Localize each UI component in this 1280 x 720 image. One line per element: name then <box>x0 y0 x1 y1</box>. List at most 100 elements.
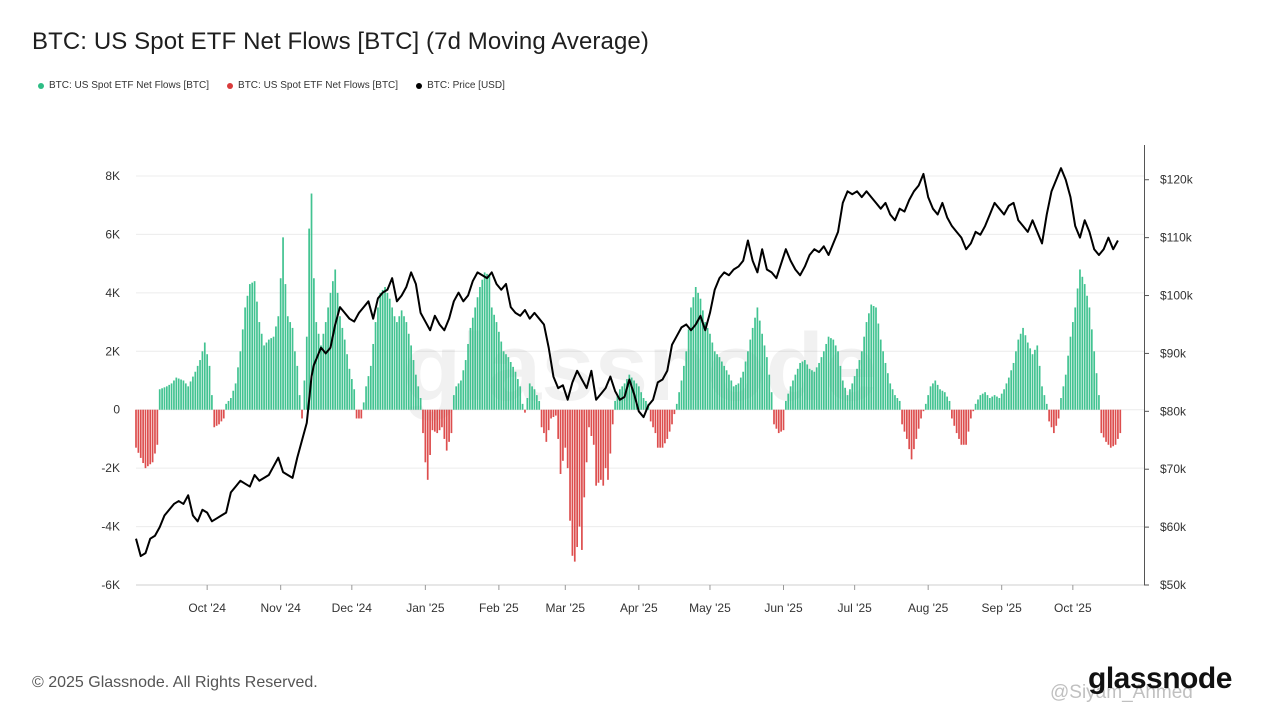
flow-bar-322 <box>898 400 901 410</box>
flow-bar-67 <box>294 351 296 410</box>
flow-bar-147 <box>483 272 486 410</box>
flow-bar-271 <box>777 409 780 434</box>
flow-bar-349 <box>962 409 965 445</box>
flow-bar-154 <box>500 341 503 410</box>
flow-bar-265 <box>763 345 766 410</box>
flow-bar-296 <box>837 351 839 410</box>
flow-bar-208 <box>628 374 631 410</box>
flow-bar-115 <box>407 333 410 410</box>
right-axis-ticks: $120k $110k $100k $90k $80k $70k $60k $50k <box>1144 173 1194 592</box>
flow-bar-406 <box>1098 395 1100 410</box>
flow-bar-333 <box>924 403 927 410</box>
flow-bar-414 <box>1117 409 1119 439</box>
flow-bar-298 <box>841 380 844 410</box>
flow-bar-180 <box>562 409 564 461</box>
flow-bar-254 <box>737 383 740 410</box>
flow-bar-291 <box>825 343 828 410</box>
flow-bar-224 <box>666 409 669 439</box>
flow-bar-4 <box>144 409 147 469</box>
flow-bar-42 <box>234 383 237 410</box>
y-tick-label-6: -4K <box>101 520 120 534</box>
flow-bar-341 <box>943 392 946 410</box>
x-tick-label-9: Jul '25 <box>837 601 872 615</box>
flow-bar-193 <box>592 409 595 445</box>
flow-bar-55 <box>265 342 268 410</box>
flow-bar-353 <box>972 409 975 412</box>
flow-bar-203 <box>616 395 619 410</box>
flow-bar-114 <box>405 322 408 410</box>
y-tick-label-7: -6K <box>101 578 120 592</box>
flow-bar-94 <box>358 409 360 419</box>
flow-bar-74 <box>310 193 313 410</box>
background-watermark: glassnode <box>403 314 878 421</box>
legend-label-inflows: BTC: US Spot ETF Net Flows [BTC] <box>49 80 210 91</box>
flow-bar-12 <box>163 387 166 410</box>
flow-bar-276 <box>789 386 792 410</box>
flow-bar-192 <box>590 409 593 436</box>
flow-bar-35 <box>218 409 220 425</box>
legend-item-outflows[interactable]: BTC: US Spot ETF Net Flows [BTC] <box>227 80 398 91</box>
flow-bar-174 <box>547 409 550 431</box>
flow-bar-141 <box>469 327 472 410</box>
flow-bar-273 <box>782 409 785 431</box>
flow-bar-359 <box>986 395 989 410</box>
flow-bar-299 <box>844 387 847 410</box>
legend-label-outflows: BTC: US Spot ETF Net Flows [BTC] <box>238 80 399 91</box>
legend-item-inflows[interactable]: BTC: US Spot ETF Net Flows [BTC] <box>38 80 209 91</box>
flow-bar-139 <box>464 360 467 410</box>
flow-bar-302 <box>851 383 854 410</box>
flow-bar-263 <box>758 320 761 410</box>
flow-bar-18 <box>177 378 180 410</box>
flow-bar-162 <box>519 386 522 410</box>
flow-bar-227 <box>673 409 676 415</box>
flow-bar-146 <box>481 279 484 410</box>
flow-bar-316 <box>884 362 887 410</box>
flow-bar-285 <box>811 370 813 410</box>
flow-bar-404 <box>1093 351 1096 410</box>
flow-bar-348 <box>960 409 963 445</box>
flow-bar-321 <box>896 398 899 410</box>
flow-bar-103 <box>379 292 382 410</box>
legend-item-price[interactable]: BTC: Price [USD] <box>416 80 505 91</box>
flow-bar-92 <box>353 389 356 410</box>
flow-bar-342 <box>946 396 948 410</box>
flow-bar-245 <box>716 354 718 410</box>
flow-bar-24 <box>192 376 194 410</box>
flow-bar-194 <box>595 409 597 486</box>
y2-tick-label-1: $110k <box>1160 231 1193 245</box>
flow-bar-46 <box>244 307 246 410</box>
flow-bar-197 <box>602 409 605 486</box>
flow-bar-168 <box>533 389 536 410</box>
flow-bar-323 <box>901 409 903 425</box>
flow-bar-294 <box>832 339 835 410</box>
flow-bar-104 <box>381 289 384 410</box>
flow-bar-1 <box>137 409 140 453</box>
flow-bar-415 <box>1119 409 1122 434</box>
flow-bar-13 <box>165 386 168 410</box>
flow-bar-344 <box>951 409 953 419</box>
flow-bar-238 <box>699 298 702 410</box>
flow-bar-225 <box>668 409 671 432</box>
flow-bar-150 <box>490 307 493 410</box>
flow-bar-246 <box>718 357 721 410</box>
flow-bar-312 <box>875 307 877 410</box>
flow-bar-301 <box>849 389 851 410</box>
flow-bar-280 <box>799 362 801 410</box>
flow-bar-110 <box>396 322 398 410</box>
flow-bar-358 <box>984 392 986 410</box>
x-tick-label-1: Nov '24 <box>261 601 302 615</box>
flow-bar-188 <box>581 409 583 550</box>
flow-bar-73 <box>308 228 310 410</box>
flow-bar-32 <box>211 395 213 410</box>
flow-bar-184 <box>571 409 574 556</box>
flow-bar-183 <box>569 409 571 521</box>
flow-bar-374 <box>1022 327 1024 410</box>
flow-bar-64 <box>286 316 289 410</box>
flow-bar-412 <box>1112 409 1115 447</box>
flow-bar-384 <box>1045 403 1048 410</box>
flow-bar-128 <box>438 409 441 431</box>
flow-bar-372 <box>1017 339 1020 410</box>
flow-bar-413 <box>1114 409 1117 445</box>
flow-bar-357 <box>981 393 984 410</box>
